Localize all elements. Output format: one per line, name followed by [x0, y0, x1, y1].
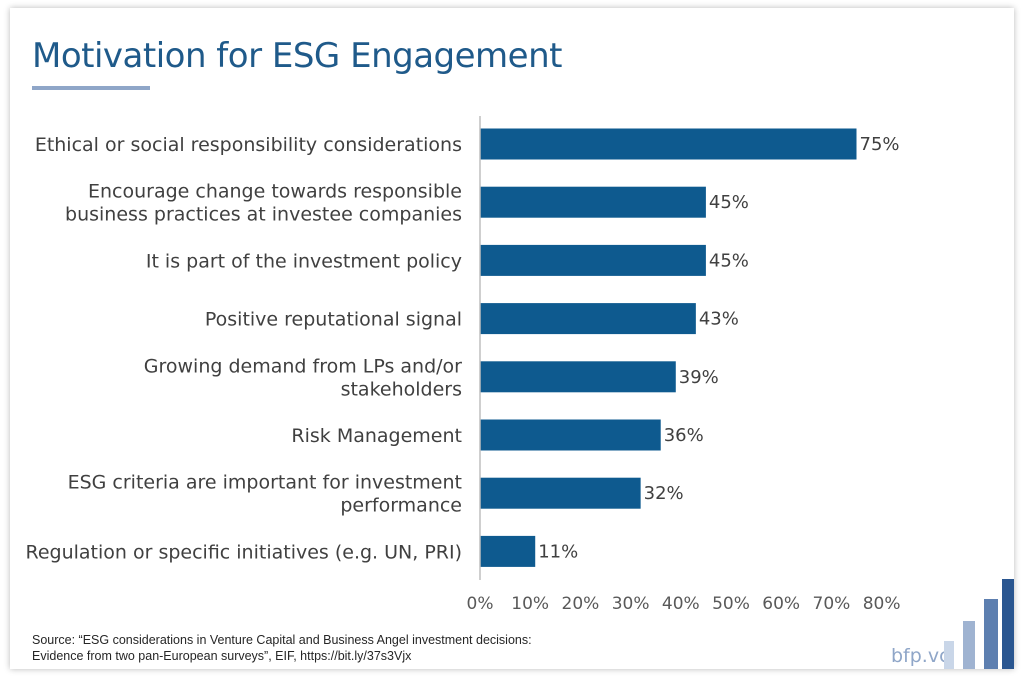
value-label: 39%: [679, 367, 719, 388]
category-label: Ethical or social responsibility conside…: [35, 134, 462, 156]
category-label: Regulation or specific initiatives (e.g.…: [25, 541, 462, 563]
x-tick-label: 60%: [762, 594, 800, 614]
bar: [480, 535, 536, 567]
value-label: 43%: [699, 309, 739, 330]
category-label: It is part of the investment policy: [146, 250, 462, 272]
value-label: 36%: [664, 425, 704, 446]
category-label: Risk Management: [291, 425, 462, 447]
category-label: Growing demand from LPs and/or: [144, 355, 462, 377]
value-label: 32%: [644, 483, 684, 504]
title-underline: [32, 86, 150, 90]
category-label: Encourage change towards responsible: [88, 181, 462, 203]
category-label: Positive reputational signal: [205, 309, 462, 331]
logo-bar-3: [984, 599, 998, 669]
logo-bar-4: [1002, 579, 1014, 669]
slide: Motivation for ESG Engagement 75% Ethical…: [10, 8, 1014, 669]
value-label: 45%: [709, 192, 749, 213]
bar-chart: 75% Ethical or social responsibility cons…: [25, 116, 901, 614]
value-label: 11%: [538, 541, 578, 562]
logo-bar-1: [944, 641, 954, 669]
bar: [480, 186, 706, 218]
x-tick-label: 80%: [863, 594, 901, 614]
x-tick-label: 0%: [467, 594, 494, 614]
x-tick-label: 20%: [562, 594, 600, 614]
bar: [480, 419, 661, 451]
brand-label: bfp.vc: [891, 645, 950, 667]
category-label: performance: [340, 495, 462, 517]
category-label: business practices at investee companies: [65, 204, 462, 226]
bar: [480, 244, 706, 276]
x-tick-label: 70%: [813, 594, 851, 614]
category-label: stakeholders: [341, 378, 462, 400]
logo-bar-2: [963, 621, 975, 669]
brand-bars-logo: [944, 579, 1014, 669]
x-tick-label: 40%: [662, 594, 700, 614]
bar: [480, 361, 676, 393]
value-label: 45%: [709, 250, 749, 271]
bar: [480, 128, 857, 160]
x-tick-label: 50%: [712, 594, 750, 614]
source-note: Source: “ESG considerations in Venture C…: [32, 633, 532, 663]
x-tick-label: 10%: [511, 594, 549, 614]
chart-title: Motivation for ESG Engagement: [32, 36, 562, 76]
bar: [480, 303, 696, 335]
bar: [480, 477, 641, 509]
category-label: ESG criteria are important for investmen…: [68, 472, 462, 494]
value-label: 75%: [860, 134, 900, 155]
x-tick-label: 30%: [612, 594, 650, 614]
